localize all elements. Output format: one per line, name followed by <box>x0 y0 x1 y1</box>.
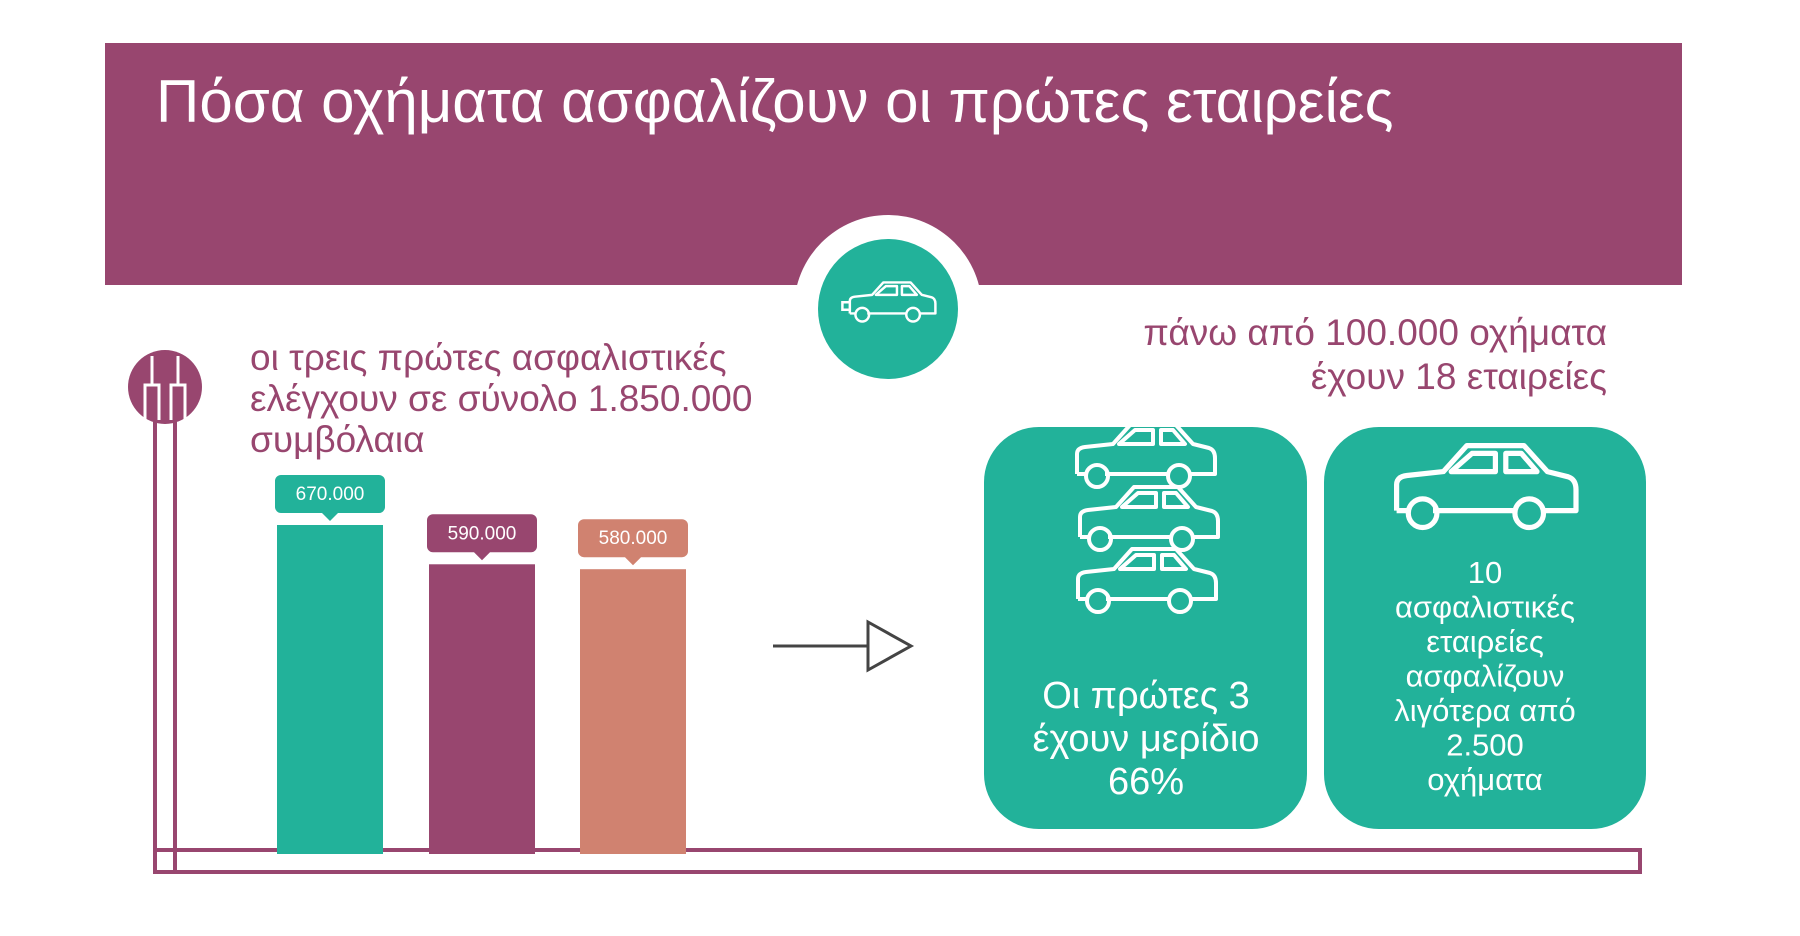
card-text: έχουν μερίδιο <box>1033 718 1260 760</box>
card-text: 2.500 <box>1446 728 1524 763</box>
card-text: ασφαλιστικές <box>1395 590 1575 625</box>
card-text: Οι πρώτες 3 <box>1042 675 1249 717</box>
right-text-line: πάνω από 100.000 οχήματα <box>1143 312 1607 353</box>
card <box>984 427 1307 829</box>
value-label: 580.000 <box>599 528 668 549</box>
bar <box>277 525 383 854</box>
label-bubble <box>427 514 537 561</box>
arrow <box>773 619 915 673</box>
label-bubble <box>275 475 385 521</box>
card-text: 10 <box>1468 555 1502 590</box>
left-text-line: ελέγχουν σε σύνολο 1.850.000 <box>250 378 752 419</box>
card-text: εταιρείες <box>1426 624 1544 659</box>
left-text: οι τρεις πρώτες ασφαλιστικές ελέγχουν σε… <box>250 337 752 460</box>
card-text: οχήματα <box>1427 762 1543 797</box>
bar <box>580 569 686 854</box>
car-badge <box>818 239 958 379</box>
building-badge <box>128 350 202 424</box>
bar <box>429 564 535 854</box>
right-text: πάνω από 100.000 οχήματα έχουν 18 εταιρε… <box>1143 312 1607 397</box>
left-text-line: οι τρεις πρώτες ασφαλιστικές <box>250 337 727 378</box>
card-text: 66% <box>1108 761 1184 803</box>
building-icon <box>143 356 187 420</box>
card-text: λιγότερα από <box>1394 693 1575 728</box>
car-icon <box>841 281 937 323</box>
value-label: 670.000 <box>296 484 365 505</box>
left-text-line: συμβόλαια <box>250 419 425 460</box>
title: Πόσα οχήματα ασφαλίζουν οι πρώτες εταιρε… <box>156 68 1394 135</box>
card-text: ασφαλίζουν <box>1406 659 1565 694</box>
right-text-line: έχουν 18 εταιρείες <box>1311 356 1607 397</box>
frame <box>153 390 1642 874</box>
value-label: 590.000 <box>448 523 517 544</box>
label-bubble <box>578 519 688 566</box>
card <box>1324 427 1646 829</box>
